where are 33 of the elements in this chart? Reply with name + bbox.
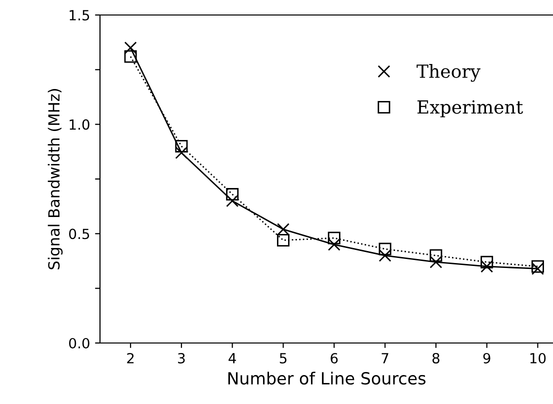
point [124, 42, 137, 54]
point [480, 256, 494, 268]
point [480, 260, 494, 273]
x-tick-label: 10 [530, 352, 546, 364]
x-tick-label: 6 [330, 352, 338, 364]
point [430, 256, 442, 268]
point [276, 234, 290, 246]
x-tick-label: 7 [382, 353, 388, 364]
x-tick-label: 4 [228, 353, 236, 364]
legend-label: Experiment [417, 100, 524, 118]
point [226, 188, 239, 201]
y-axis-title: Signal Bandwidth (MHz) [48, 89, 63, 270]
x-tick-label: 9 [483, 352, 490, 364]
point [226, 194, 239, 208]
point [328, 238, 340, 251]
x-tick-label: 8 [432, 352, 440, 364]
point [175, 140, 188, 152]
point [378, 242, 392, 256]
point [328, 232, 340, 244]
legend-label: Theory [416, 64, 480, 82]
y-tick-label: 1.0 [70, 119, 90, 130]
point [124, 50, 137, 63]
y-tick-label: 0.0 [69, 338, 90, 348]
x-tick-label: 5 [280, 353, 286, 364]
x-tick-label: 3 [178, 352, 185, 364]
point [175, 146, 188, 160]
x-tick-label: 2 [127, 352, 134, 364]
x-axis-title: Number of Line Sources [228, 372, 426, 385]
point [430, 249, 442, 262]
point [276, 223, 290, 236]
y-tick-label: 1.5 [70, 10, 90, 20]
y-tick-label: 0.5 [69, 228, 90, 240]
point [378, 249, 392, 262]
